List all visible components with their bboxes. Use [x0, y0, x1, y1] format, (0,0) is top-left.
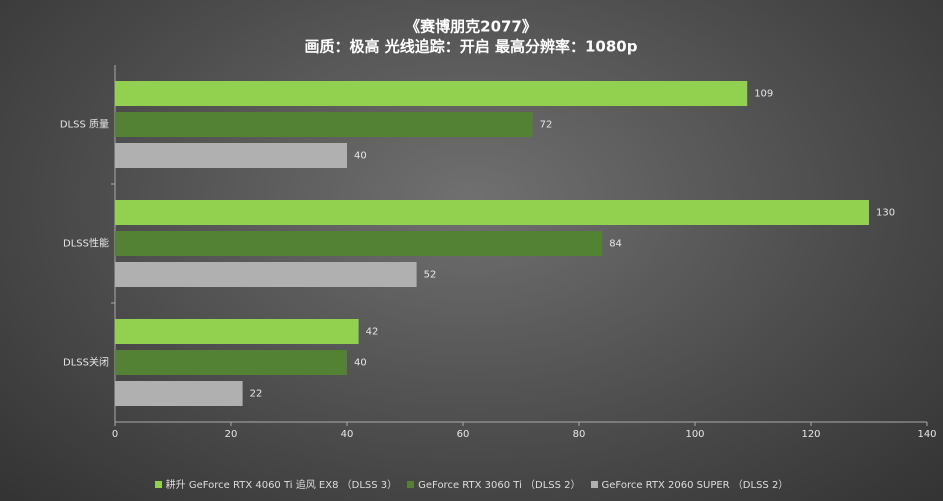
legend: 耕升 GeForce RTX 4060 Ti 追风 EX8 （DLSS 3） Ge…: [0, 476, 943, 491]
bar: [115, 200, 869, 225]
value-label: 40: [354, 151, 367, 162]
legend-swatch: [154, 481, 162, 488]
bar: [115, 112, 533, 137]
x-tick-label: 60: [457, 429, 470, 440]
x-tick-label: 0: [112, 429, 118, 440]
chart-subtitle: 画质：极高 光线追踪：开启 最高分辨率：1080p: [305, 38, 638, 56]
value-label: 72: [540, 120, 553, 131]
value-label: 42: [366, 327, 379, 338]
x-tick-label: 100: [685, 429, 704, 440]
x-tick-label: 120: [801, 429, 820, 440]
x-tick-label: 40: [341, 429, 354, 440]
value-label: 22: [250, 389, 263, 400]
legend-item: 耕升 GeForce RTX 4060 Ti 追风 EX8 （DLSS 3）: [154, 476, 398, 491]
legend-label: 耕升 GeForce RTX 4060 Ti 追风 EX8 （DLSS 3）: [165, 480, 398, 491]
value-label: 52: [424, 270, 437, 281]
bar: [115, 381, 243, 406]
legend-swatch: [590, 481, 598, 488]
legend-item: GeForce RTX 3060 Ti （DLSS 2）: [407, 476, 581, 491]
bar: [115, 319, 359, 344]
chart-title: 《赛博朋克2077》: [405, 18, 537, 36]
plot: 《赛博朋克2077》 画质：极高 光线追踪：开启 最高分辨率：1080p 0 20…: [59, 18, 937, 440]
y-tick-label: DLSS性能: [63, 237, 109, 250]
value-label: 109: [754, 89, 773, 100]
x-tick-label: 20: [225, 429, 238, 440]
legend-item: GeForce RTX 2060 SUPER （DLSS 2）: [590, 476, 789, 491]
legend-label: GeForce RTX 2060 SUPER （DLSS 2）: [601, 480, 789, 491]
legend-swatch: [407, 481, 415, 488]
value-label: 130: [876, 208, 895, 219]
y-tick-label: DLSS 质量: [60, 119, 109, 131]
bar: [115, 231, 603, 256]
bar: [115, 81, 748, 106]
bar: [115, 143, 347, 168]
y-tick-label: DLSS关闭: [63, 356, 109, 369]
legend-label: GeForce RTX 3060 Ti （DLSS 2）: [418, 480, 581, 491]
value-label: 84: [609, 239, 622, 250]
x-tick-label: 80: [573, 429, 586, 440]
value-label: 40: [354, 358, 367, 369]
bar: [115, 350, 347, 375]
x-tick-label: 140: [917, 429, 936, 440]
bar: [115, 262, 417, 287]
